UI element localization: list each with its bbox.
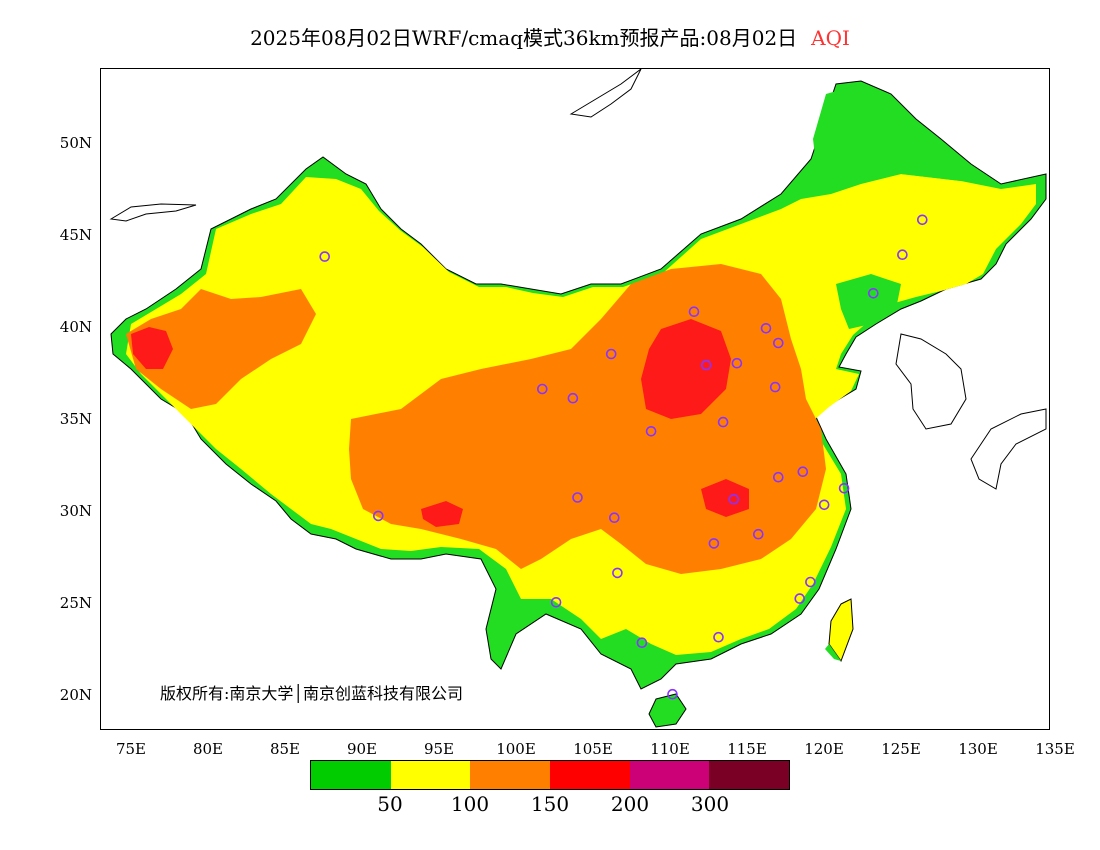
lon-label-105e: 105E — [573, 740, 613, 758]
station-marker — [713, 631, 724, 643]
station-marker — [667, 688, 678, 700]
station-marker — [752, 528, 764, 540]
lon-label-80e: 80E — [192, 740, 224, 758]
legend-swatch-150-200 — [550, 761, 630, 789]
station-marker — [731, 357, 743, 369]
station-marker — [700, 359, 712, 371]
lon-label-90e: 90E — [346, 740, 378, 758]
legend-label-150: 150 — [530, 792, 570, 816]
lat-label-50n: 50N — [59, 134, 92, 152]
station-marker — [772, 337, 784, 349]
balkhash-outline — [109, 203, 197, 222]
station-marker — [708, 538, 720, 549]
station-marker — [636, 637, 648, 649]
aqi-zone-red-hubei — [701, 479, 749, 517]
lon-label-125e: 125E — [881, 740, 921, 758]
lat-label-40n: 40N — [59, 318, 92, 336]
lon-label-115e: 115E — [727, 740, 767, 758]
legend-label-200: 200 — [610, 792, 650, 816]
copyright-text: 版权所有:南京大学│南京创蓝科技有限公司 — [160, 684, 464, 703]
taiwan-green — [825, 644, 841, 661]
map-title: 2025年08月02日WRF/cmaq模式36km预报产品:08月02日 AQI — [0, 22, 1100, 51]
station-marker — [605, 348, 617, 360]
aqi-zone-red-north-china — [641, 319, 731, 419]
legend-swatch-50-100 — [390, 761, 471, 789]
aqi-legend-bar — [310, 760, 790, 790]
station-marker — [567, 392, 579, 404]
lake-baikal-outline — [569, 69, 642, 118]
lon-label-135e: 135E — [1035, 740, 1075, 758]
lon-label-95e: 95E — [423, 740, 455, 758]
station-markers — [319, 214, 928, 700]
aqi-zone-red-sichuan — [421, 501, 463, 527]
japan-outline — [970, 408, 1047, 490]
lat-label-45n: 45N — [59, 226, 92, 244]
station-marker — [772, 471, 784, 483]
station-marker — [536, 383, 548, 395]
station-marker — [612, 567, 623, 579]
station-marker — [769, 381, 781, 393]
title-variable: AQI — [811, 26, 850, 50]
hainan — [648, 693, 687, 728]
korea-outline — [895, 333, 967, 430]
legend-label-300: 300 — [690, 792, 730, 816]
station-marker — [794, 593, 806, 604]
station-marker — [608, 512, 620, 524]
lon-label-120e: 120E — [804, 740, 844, 758]
map-frame — [100, 68, 1050, 730]
aqi-zone-liaoning-green — [836, 274, 901, 329]
aqi-map — [109, 69, 1047, 728]
lat-label-25n: 25N — [59, 594, 92, 612]
station-marker — [760, 322, 772, 334]
aqi-zone-northeast-green — [813, 84, 971, 184]
station-marker — [688, 306, 700, 317]
station-marker — [916, 214, 928, 226]
station-marker — [728, 493, 740, 505]
lon-label-75e: 75E — [115, 740, 147, 758]
station-marker — [797, 466, 809, 478]
legend-swatch-200-300 — [629, 761, 710, 789]
station-marker — [897, 249, 908, 260]
lon-label-130e: 130E — [958, 740, 998, 758]
station-marker — [572, 492, 583, 503]
lon-label-100e: 100E — [496, 740, 536, 758]
legend-swatch-300-plus — [709, 761, 790, 789]
aqi-zone-orange-west — [126, 289, 316, 409]
station-marker — [372, 510, 384, 522]
legend-swatch-100-150 — [470, 761, 551, 789]
legend-label-100: 100 — [450, 792, 490, 816]
legend-swatch-0-50 — [311, 761, 391, 789]
lat-label-30n: 30N — [59, 502, 92, 520]
station-marker — [550, 596, 562, 608]
title-main: 2025年08月02日WRF/cmaq模式36km预报产品:08月02日 — [250, 26, 798, 50]
station-marker — [805, 576, 816, 588]
lat-label-35n: 35N — [59, 410, 92, 428]
station-marker — [645, 425, 657, 437]
station-marker — [818, 499, 830, 511]
aqi-zone-red-xinjiang — [131, 327, 173, 369]
lon-label-110e: 110E — [650, 740, 690, 758]
legend-label-50: 50 — [377, 792, 403, 816]
station-marker — [319, 251, 330, 262]
station-marker — [717, 416, 729, 428]
lat-label-20n: 20N — [59, 686, 92, 704]
station-marker — [838, 482, 850, 494]
station-marker — [867, 288, 879, 299]
lon-label-85e: 85E — [269, 740, 301, 758]
